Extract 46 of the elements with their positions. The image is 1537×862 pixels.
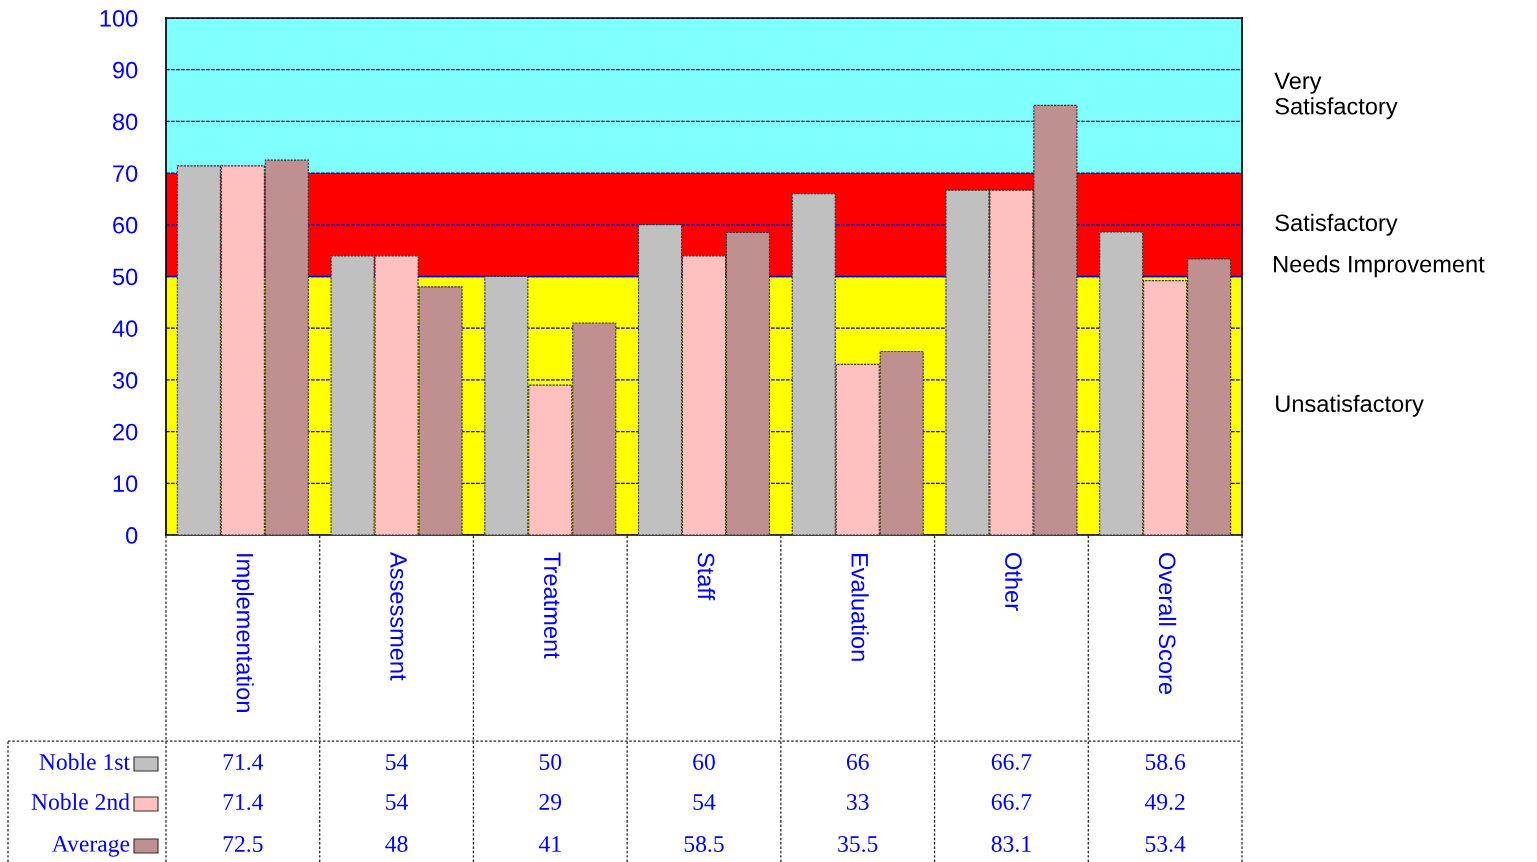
legend-label: Average [52,836,130,857]
data-label: 71.4 [223,754,264,771]
y-tick-label: 70 [113,165,138,182]
data-label: 33 [847,794,869,810]
y-tick-label: 30 [112,371,138,389]
y-tick-label: 80 [112,113,138,131]
data-label: 53.4 [1145,836,1186,853]
data-label: 54 [386,794,409,810]
data-label: 66.7 [991,754,1032,771]
x-tick-label: Implementation [231,554,254,712]
data-label: 48 [385,835,408,852]
x-tick-label: Staff [697,553,715,601]
band-label: Satisfactory [1275,213,1398,236]
data-label: 49.2 [1144,794,1185,811]
y-tick-label: 10 [113,475,138,493]
data-label: 41 [538,836,561,852]
x-tick-label: Assessment [390,552,407,681]
y-tick-label: 60 [113,216,138,234]
band-label: Very Satisfactory [1274,72,1398,120]
data-label: 54 [693,794,716,810]
y-tick-label: 0 [126,527,138,544]
data-label: 35.5 [838,836,878,853]
ref-line-label: Needs Improvement [1274,255,1485,278]
x-tick-label: Treatment [543,552,561,659]
data-label: 58.5 [684,835,724,853]
data-label: 54 [386,754,409,770]
data-label: 72.5 [223,836,263,853]
data-label: 83.1 [991,835,1031,853]
band-label: Unsatisfactory [1276,394,1424,417]
y-tick-label: 90 [113,61,138,79]
data-label: 66 [846,754,869,770]
x-tick-label: Other [1005,553,1023,611]
y-tick-label: 100 [100,10,138,27]
data-label: 71.4 [223,794,264,811]
y-tick-label: 50 [112,268,138,286]
x-tick-label: Evaluation [851,553,869,661]
legend-label: Noble 2nd [31,793,130,810]
data-label: 66.7 [991,794,1032,811]
data-label: 29 [539,794,562,810]
data-label: 58.6 [1145,753,1186,771]
x-tick-label: Overall Score [1158,553,1177,694]
data-label: 50 [539,753,562,770]
legend-label: Noble 1st [39,753,130,770]
y-tick-label: 40 [112,320,138,337]
data-label: 60 [693,753,715,770]
y-tick-label: 20 [113,423,138,441]
